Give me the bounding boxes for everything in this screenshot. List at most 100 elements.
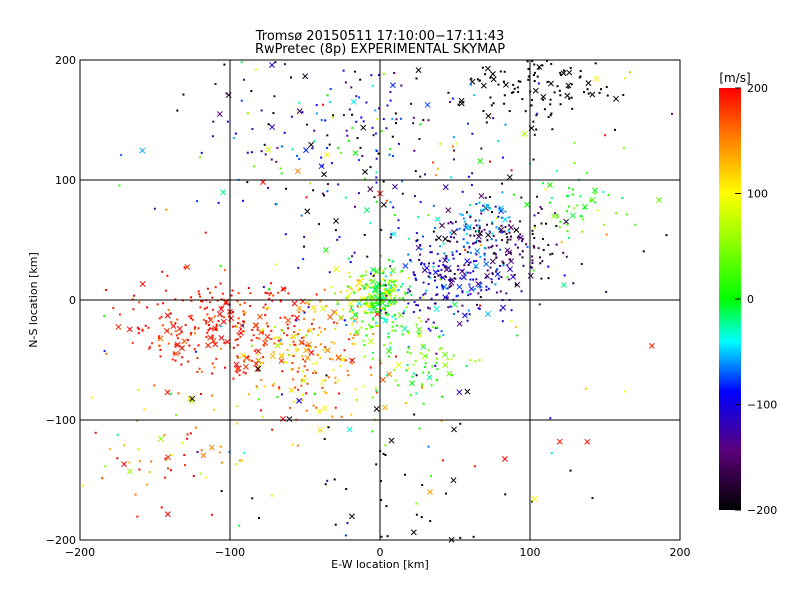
data-point: [256, 387, 259, 390]
data-point: [278, 336, 281, 339]
data-point: [598, 91, 601, 94]
data-point: [170, 392, 173, 395]
data-point: [443, 264, 446, 267]
data-point: [450, 176, 453, 179]
data-point: [540, 277, 543, 280]
data-point: [176, 337, 179, 340]
data-point: [469, 271, 472, 274]
data-point-cross: [473, 263, 479, 270]
data-point: [549, 98, 552, 101]
data-point: [250, 90, 253, 93]
data-point: [369, 326, 372, 329]
data-point: [278, 388, 281, 391]
data-point-cross: [349, 357, 356, 364]
data-point: [547, 265, 550, 268]
data-point: [191, 318, 194, 321]
data-point: [178, 333, 181, 336]
data-point: [440, 284, 443, 287]
data-point: [390, 284, 393, 287]
data-point: [454, 277, 457, 280]
data-point: [338, 364, 341, 367]
data-point-cross: [416, 326, 423, 333]
data-point: [375, 176, 378, 179]
data-point-cross: [238, 329, 244, 336]
data-point: [420, 385, 423, 388]
data-point: [387, 332, 390, 335]
data-point: [387, 336, 390, 339]
data-point: [414, 170, 417, 173]
data-point: [379, 309, 382, 312]
data-point: [506, 236, 509, 239]
data-point: [353, 334, 356, 337]
data-point: [242, 310, 245, 313]
data-point: [318, 223, 321, 226]
data-point: [478, 229, 481, 232]
data-point: [171, 358, 174, 361]
data-point: [167, 308, 170, 311]
data-point: [157, 337, 160, 340]
data-point: [594, 192, 597, 195]
data-point: [316, 334, 319, 337]
data-point: [281, 370, 284, 373]
data-point: [385, 505, 388, 508]
data-point: [380, 316, 383, 319]
data-point: [274, 61, 277, 64]
data-point: [211, 362, 214, 365]
data-point: [200, 151, 203, 154]
data-point-cross: [546, 182, 553, 189]
data-point-cross: [402, 262, 409, 269]
data-point: [132, 308, 135, 311]
data-point: [355, 95, 358, 98]
data-point: [634, 223, 637, 226]
data-point: [466, 291, 469, 294]
data-point: [435, 352, 438, 355]
data-point: [82, 484, 85, 487]
data-point: [432, 265, 435, 268]
data-point: [264, 291, 267, 294]
data-point: [419, 175, 422, 178]
data-point: [567, 86, 570, 89]
data-point-cross: [489, 71, 496, 77]
data-point-cross: [212, 341, 219, 348]
data-point-cross: [126, 326, 133, 333]
data-point-cross: [584, 438, 591, 445]
data-point: [519, 233, 522, 236]
data-point: [361, 155, 364, 158]
data-point: [394, 355, 397, 358]
data-point: [447, 239, 450, 242]
data-point: [428, 262, 431, 265]
data-point: [356, 279, 359, 282]
data-point-cross: [176, 325, 183, 332]
data-point-cross: [458, 100, 465, 107]
data-point: [478, 219, 481, 222]
x-tick-label: 0: [377, 546, 384, 559]
data-point-cross: [139, 281, 146, 287]
data-point-cross: [459, 268, 466, 275]
data-point: [334, 292, 337, 295]
data-point: [313, 129, 316, 132]
data-point: [409, 352, 412, 355]
data-point: [437, 265, 440, 268]
data-point: [287, 327, 290, 330]
data-point: [232, 325, 235, 328]
data-point: [279, 316, 282, 319]
data-point: [190, 314, 193, 317]
data-point: [141, 329, 144, 332]
data-point: [309, 182, 312, 185]
data-point: [451, 251, 454, 254]
data-point: [301, 370, 304, 373]
data-point: [555, 169, 558, 172]
data-point: [480, 212, 483, 215]
data-point: [324, 328, 327, 331]
data-point: [526, 60, 529, 63]
data-point: [278, 386, 281, 389]
data-point: [465, 223, 468, 226]
data-point: [417, 332, 420, 335]
data-point: [429, 272, 432, 275]
data-point: [280, 172, 283, 175]
data-point: [384, 275, 387, 278]
data-point: [252, 334, 255, 337]
data-point: [448, 285, 451, 288]
data-point: [170, 321, 173, 324]
data-point-cross: [189, 395, 196, 402]
